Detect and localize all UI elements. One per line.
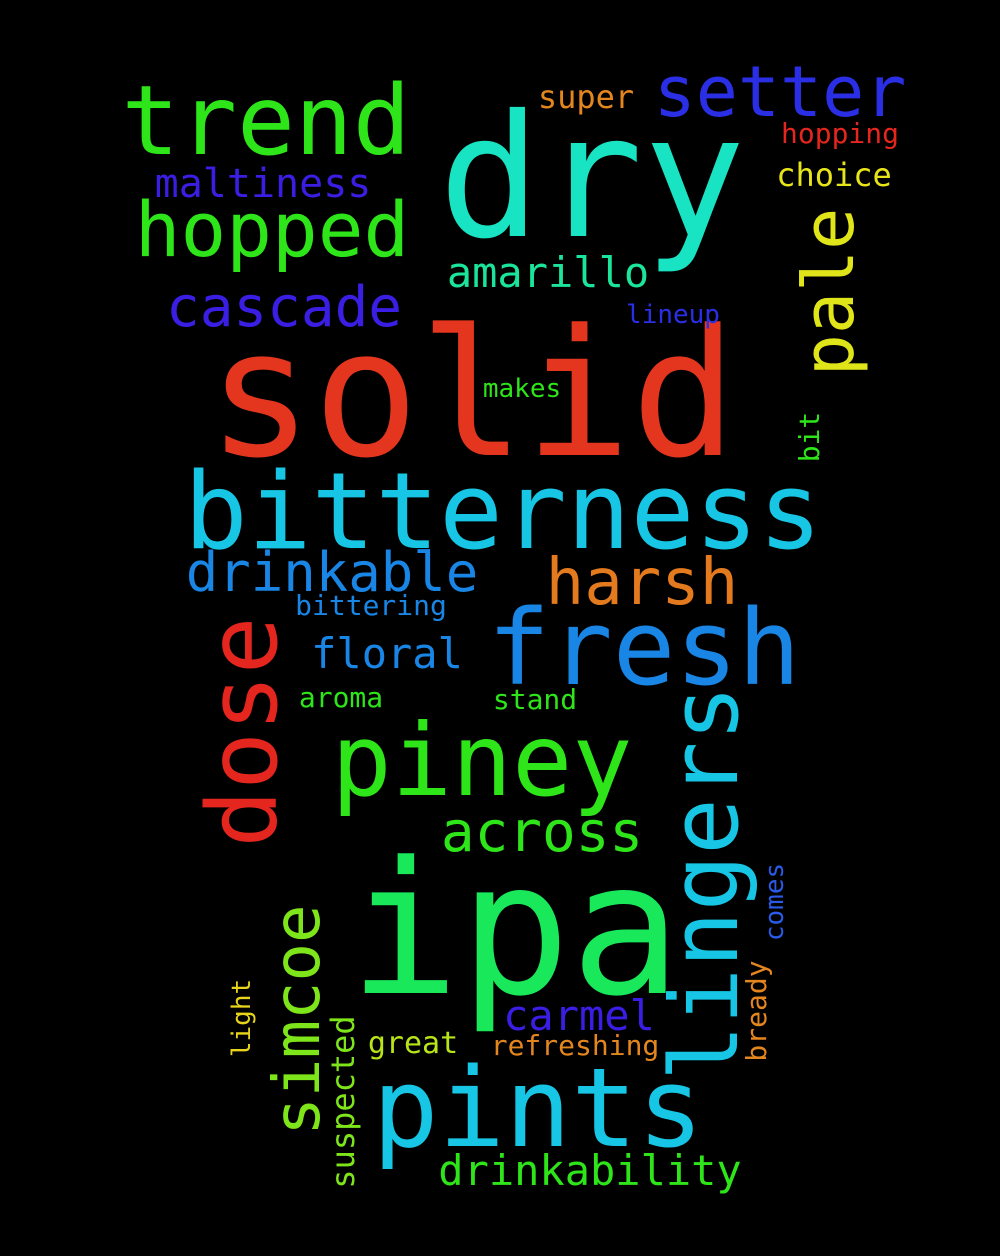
word-dose: dose <box>187 616 299 848</box>
word-lingers: lingers <box>651 684 760 1082</box>
word-hopped: hopped <box>134 185 410 274</box>
word-dry: dry <box>438 79 746 277</box>
word-fresh: fresh <box>487 587 801 709</box>
word-setter: setter <box>653 51 907 133</box>
word-great: great <box>367 1026 459 1061</box>
word-makes: makes <box>482 374 562 404</box>
word-drinkability: drinkability <box>438 1146 742 1195</box>
word-carmel: carmel <box>503 991 655 1040</box>
word-light: light <box>227 978 257 1058</box>
word-suspected: suspected <box>324 1015 362 1189</box>
word-bready: breadу <box>740 960 773 1062</box>
word-stand: stand <box>492 683 578 716</box>
word-maltiness: maltiness <box>154 161 372 207</box>
word-trend: trend <box>121 65 411 177</box>
word-solid: solid <box>207 292 737 497</box>
word-simcoe: simcoe <box>261 904 335 1136</box>
word-choice: choice <box>776 156 892 194</box>
word-hopping: hopping <box>780 117 900 150</box>
word-harsh: harsh <box>545 546 739 620</box>
word-amarillo: amarillo <box>446 248 650 297</box>
word-pints: pints <box>372 1044 704 1172</box>
word-bit: bit <box>793 411 826 463</box>
word-pale: pale <box>788 207 870 377</box>
word-aroma: aroma <box>298 681 384 714</box>
word-across: across <box>440 800 644 865</box>
word-bittering: bittering <box>295 589 447 622</box>
word-ipa: ipa <box>348 823 682 1037</box>
word-cascade: cascade <box>165 275 403 340</box>
word-super: super <box>537 78 635 116</box>
word-comes: comes <box>760 862 790 942</box>
word-bitterness: bitterness <box>183 450 823 573</box>
word-piney: piney <box>331 702 633 819</box>
word-refreshing: refreshing <box>490 1029 660 1062</box>
word-lineup: lineup <box>626 300 720 330</box>
word-drinkable: drinkable <box>185 541 479 604</box>
word-floral: floral <box>311 629 463 678</box>
